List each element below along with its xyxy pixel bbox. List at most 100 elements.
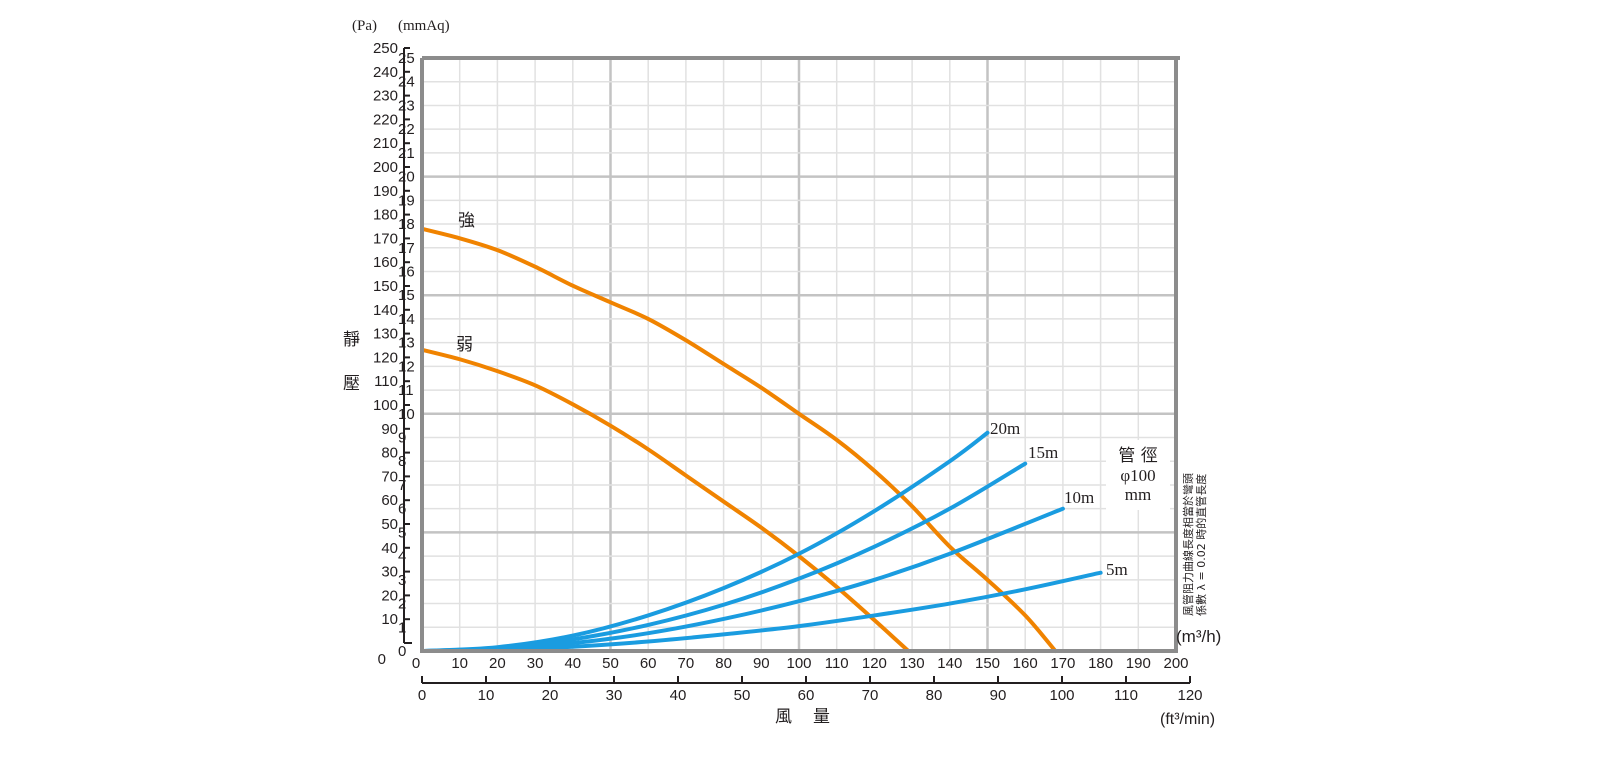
x-tick-label-m3h: 60 [640, 655, 657, 672]
x-tick-label-m3h: 80 [715, 655, 732, 672]
curve-label-20m: 20m [990, 419, 1020, 438]
x-tick-label-ft3min: 80 [926, 687, 943, 704]
curves [420, 226, 1103, 653]
y-axis-label-char-2: 壓 [343, 374, 360, 394]
y-tick-label-mmaq: 3 [398, 572, 406, 589]
x-tick-label-ft3min: 50 [734, 687, 751, 704]
y-tick-label-mmaq: 25 [398, 50, 415, 67]
curve-20m [420, 430, 990, 653]
y-tick-label-mmaq: 5 [398, 524, 406, 541]
y-tick-label-mmaq: 4 [398, 548, 406, 565]
y-axis-label-char-1: 靜 [343, 330, 360, 350]
y-tick-label-pa: 130 [373, 326, 398, 343]
grid [422, 58, 1176, 651]
curve-weak [420, 347, 911, 653]
curve-label-5m: 5m [1106, 560, 1128, 579]
y-tick-label-mmaq: 9 [398, 430, 406, 447]
y-tick-label-pa: 240 [373, 64, 398, 81]
x-unit-ft3min: (ft³/min) [1160, 711, 1215, 728]
y-tick-label-pa: 90 [381, 421, 398, 438]
y-tick-label-pa: 40 [381, 540, 398, 557]
curve-strong [420, 226, 1058, 653]
y-tick-label-mmaq: 11 [398, 382, 414, 399]
axes: 0123456789101112131415161718192021222324… [373, 40, 1203, 704]
y-tick-label-mmaq: 15 [398, 287, 415, 304]
x-tick-label-ft3min: 0 [418, 687, 426, 704]
x-tick-label-m3h: 70 [678, 655, 695, 672]
curve-5m [420, 570, 1103, 653]
x-tick-label-ft3min: 70 [862, 687, 879, 704]
y-tick-label-pa: 250 [373, 40, 398, 57]
note-line-1: 風管阻力曲線長度相當於彎頭 [1181, 473, 1195, 616]
curve-label-10m: 10m [1064, 488, 1094, 507]
x-tick-label-ft3min: 60 [798, 687, 815, 704]
y-tick-label-mmaq: 10 [398, 406, 415, 423]
y-tick-label-pa: 120 [373, 349, 398, 366]
y-unit-mmaq: (mmAq) [398, 18, 450, 34]
y-tick-label-mmaq: 7 [398, 477, 406, 494]
x-tick-label-m3h: 10 [451, 655, 468, 672]
x-tick-label-m3h: 140 [937, 655, 962, 672]
x-tick-label-m3h: 170 [1050, 655, 1075, 672]
y-tick-label-mmaq: 21 [398, 145, 415, 162]
y-tick-label-pa: 220 [373, 111, 398, 128]
y-tick-label-pa: 180 [373, 207, 398, 224]
x-tick-label-ft3min: 120 [1177, 687, 1202, 704]
x-tick-label-m3h: 90 [753, 655, 770, 672]
y-tick-label-pa: 80 [381, 445, 398, 462]
y-tick-label-pa: 70 [381, 468, 398, 485]
x-tick-label-m3h: 120 [862, 655, 887, 672]
y-tick-label-mmaq: 2 [398, 596, 406, 613]
x-tick-label-m3h: 200 [1163, 655, 1188, 672]
plot-frame [420, 56, 1180, 653]
y-tick-label-mmaq: 14 [398, 311, 415, 328]
y-tick-label-pa: 210 [373, 135, 398, 152]
y-tick-label-pa: 170 [373, 230, 398, 247]
x-tick-label-ft3min: 40 [670, 687, 687, 704]
x-tick-label-ft3min: 110 [1114, 687, 1138, 704]
x-axis-label-char-1: 風 [775, 707, 792, 727]
curve-label-weak: 弱 [456, 335, 473, 355]
y-tick-label-mmaq: 17 [398, 240, 415, 257]
y-tick-label-mmaq: 23 [398, 97, 415, 114]
y-tick-label-pa: 200 [373, 159, 398, 176]
y-unit-pa: (Pa) [352, 18, 377, 34]
x-tick-label-m3h: 0 [412, 655, 420, 672]
pipe-title: 管 徑 [1118, 446, 1157, 466]
y-tick-label-mmaq: 20 [398, 169, 415, 186]
y-tick-label-mmaq: 12 [398, 358, 415, 375]
y-tick-label-pa: 230 [373, 88, 398, 105]
x-tick-label-m3h: 130 [900, 655, 925, 672]
y-tick-label-mmaq: 13 [398, 335, 415, 352]
x-tick-label-m3h: 50 [602, 655, 619, 672]
y-tick-label-mmaq: 6 [398, 501, 406, 518]
x-axis-label-char-2: 量 [813, 707, 830, 727]
y-tick-label-mmaq: 0 [398, 643, 406, 660]
x-tick-label-ft3min: 100 [1049, 687, 1074, 704]
y-tick-label-mmaq: 18 [398, 216, 415, 233]
note-line-2: 係數 λ = 0.02 時的直管長度 [1194, 474, 1208, 616]
curve-label-strong: 強 [458, 211, 475, 231]
x-tick-label-m3h: 30 [527, 655, 544, 672]
x-tick-label-ft3min: 20 [542, 687, 559, 704]
y-tick-label-pa: 140 [373, 302, 398, 319]
y-tick-label-mmaq: 1 [398, 619, 406, 636]
x-tick-label-m3h: 160 [1013, 655, 1038, 672]
x-tick-label-ft3min: 10 [478, 687, 495, 704]
y-tick-label-pa: 50 [381, 516, 398, 533]
y-tick-label-pa: 100 [373, 397, 398, 414]
x-tick-label-ft3min: 90 [990, 687, 1007, 704]
x-tick-label-m3h: 110 [825, 655, 849, 672]
y-tick-label-pa: 190 [373, 183, 398, 200]
x-unit-m3h: (m³/h) [1176, 627, 1221, 646]
pipe-unit: mm [1125, 485, 1151, 504]
curve-label-15m: 15m [1028, 443, 1058, 462]
x-tick-label-m3h: 150 [975, 655, 1000, 672]
resistance-note: 風管阻力曲線長度相當於彎頭 係數 λ = 0.02 時的直管長度 [1181, 473, 1208, 616]
y-tick-label-pa: 150 [373, 278, 398, 295]
y-tick-label-mmaq: 16 [398, 263, 415, 280]
y-tick-label-mmaq: 19 [398, 192, 415, 209]
y-tick-label-mmaq: 8 [398, 453, 406, 470]
y-tick-label-pa: 20 [381, 587, 398, 604]
